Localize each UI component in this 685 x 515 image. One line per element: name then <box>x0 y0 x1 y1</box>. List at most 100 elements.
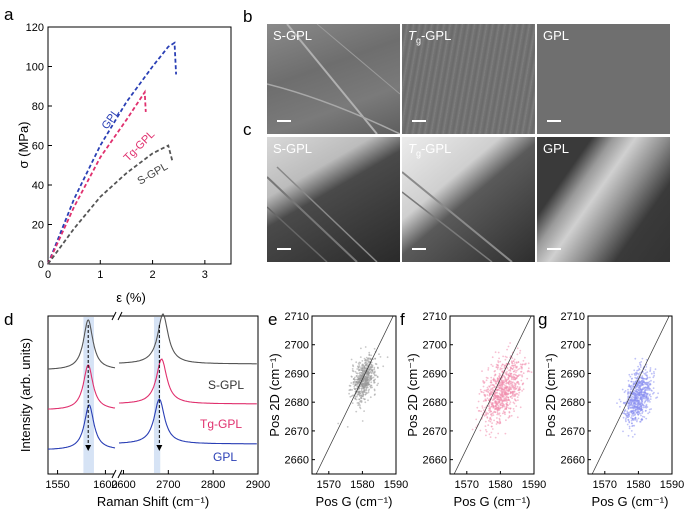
series-line-s-gpl <box>47 144 174 265</box>
scatter-point <box>644 410 647 412</box>
chart-d-label-tgpl: Tg-GPL <box>200 417 242 431</box>
scatter-point <box>635 388 638 391</box>
scatter-point <box>513 402 516 405</box>
scatter-point <box>627 391 630 394</box>
scatter-point <box>368 383 370 386</box>
scatter-point <box>647 382 650 384</box>
scatter-point <box>494 386 496 388</box>
scatter-point <box>484 395 487 398</box>
scatter-point <box>643 401 646 404</box>
scatter-point <box>637 365 639 368</box>
scatter-point <box>512 375 515 378</box>
plot-frame <box>311 315 397 475</box>
x-axis-label: Pos G (cm⁻¹) <box>592 494 669 509</box>
scatter-point <box>515 374 518 377</box>
scatter-point <box>498 387 501 390</box>
scatter-point <box>485 430 488 433</box>
scatter-point <box>515 405 518 407</box>
scatter-point <box>361 360 364 362</box>
scatter-point <box>636 420 638 423</box>
scatter-point <box>632 412 635 414</box>
scatter-point <box>494 392 496 395</box>
scatter-point <box>370 377 373 379</box>
scatter-point <box>476 406 479 409</box>
scatter-point <box>352 370 355 373</box>
scatter-point <box>488 409 490 412</box>
scatter-point <box>490 410 492 413</box>
scatter-point <box>373 368 376 371</box>
y-tick-label: 60 <box>32 141 44 153</box>
scatter-point <box>627 434 630 437</box>
scatter-point <box>496 379 499 381</box>
scatter-point <box>359 407 362 410</box>
scatter-point <box>632 383 635 386</box>
scatter-point <box>511 364 513 367</box>
sem-texture <box>402 171 513 262</box>
scatter-point <box>642 380 645 383</box>
scatter-point <box>475 418 478 421</box>
y-tick-label: 2690 <box>285 368 309 380</box>
spectrum-gpl <box>119 398 257 445</box>
scatter-point <box>649 401 651 403</box>
x-tick-label: 1580 <box>350 479 374 491</box>
scatter-point <box>370 368 373 370</box>
scatter-point <box>495 380 497 383</box>
scatter-point <box>355 380 357 383</box>
y-tick-label: 2710 <box>285 311 309 323</box>
scatter-point <box>494 436 497 439</box>
scatter-point <box>374 393 376 396</box>
scatter-point <box>633 405 636 408</box>
scatter-point <box>505 407 508 410</box>
scatter-point <box>628 427 631 430</box>
scatter-point <box>637 375 639 378</box>
scatter-point <box>516 353 519 356</box>
scatter-point <box>495 391 498 394</box>
scatter-point <box>501 363 504 366</box>
scatter-point <box>508 407 510 409</box>
scatter-point <box>369 396 372 399</box>
scatter-point <box>492 389 495 391</box>
scatter-point <box>376 384 379 387</box>
scatter-point <box>646 371 649 373</box>
scatter-point <box>368 351 371 354</box>
scatter-point <box>642 391 645 394</box>
scatter-point <box>625 414 628 417</box>
scatter-point <box>509 342 511 344</box>
scatter-point <box>517 399 519 401</box>
scatter-point <box>478 410 481 412</box>
scatter-point <box>520 370 523 373</box>
scatter-point <box>357 366 360 369</box>
scatter-point <box>631 417 634 420</box>
scatter-point <box>479 388 482 391</box>
scatter-point <box>516 347 519 350</box>
scatter-point <box>364 393 367 396</box>
x-tick-label: 2800 <box>201 479 225 491</box>
scatter-point <box>510 372 513 375</box>
scatter-point <box>365 356 368 359</box>
x-tick-label: 1590 <box>384 479 408 491</box>
scatter-point <box>489 401 492 404</box>
scatter-point <box>371 371 373 374</box>
scatter-point <box>481 407 484 409</box>
scatter-point <box>355 378 357 381</box>
axis-break-mark <box>117 311 123 321</box>
scatter-point <box>638 399 640 401</box>
scatter-point <box>645 378 648 381</box>
scatter-point <box>650 379 652 382</box>
scatter-point <box>370 378 372 381</box>
scatter-point <box>653 372 655 375</box>
scatter-point <box>513 393 516 396</box>
scatter-point <box>630 419 633 422</box>
scatter-point <box>477 400 480 403</box>
scatter-point <box>634 357 637 360</box>
scatter-point <box>646 389 648 391</box>
scatter-point <box>510 414 513 417</box>
x-tick-label: 2 <box>150 269 156 281</box>
scatter-point <box>356 385 359 387</box>
scatter-point <box>497 389 499 391</box>
scatter-point <box>641 377 644 380</box>
panel-letter-g: g <box>538 310 547 329</box>
y-tick-label: 2680 <box>423 397 447 409</box>
scatter-point <box>495 423 498 425</box>
